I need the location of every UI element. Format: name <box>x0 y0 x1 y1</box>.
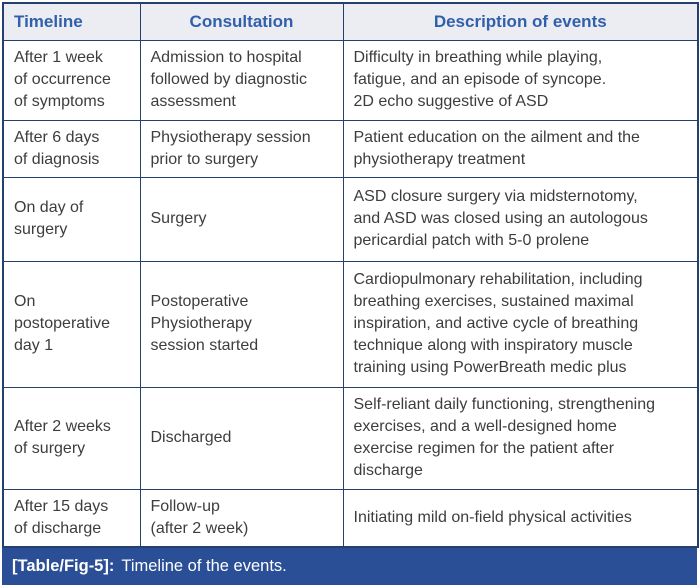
description-cell: Cardiopulmonary rehabilitation, includin… <box>342 260 699 388</box>
description-cell: Initiating mild on-field physical activi… <box>342 488 699 547</box>
description-cell: Self-reliant daily functioning, strength… <box>342 386 699 490</box>
table-row: After 1 week of occurrence of symptoms A… <box>2 39 699 121</box>
table-row: After 2 weeks of surgery Discharged Self… <box>2 386 699 490</box>
figure-caption-text: Timeline of the events. <box>121 556 287 575</box>
timeline-cell: After 6 days of diagnosis <box>2 119 141 178</box>
timeline-cell: After 2 weeks of surgery <box>2 386 141 490</box>
description-cell: ASD closure surgery via midsternotomy, a… <box>342 176 699 262</box>
table-row: On postoperative day 1 Postoperative Phy… <box>2 260 699 388</box>
consultation-cell: Postoperative Physiotherapy session star… <box>139 260 344 388</box>
description-cell: Difficulty in breathing while playing, f… <box>342 39 699 121</box>
column-header-timeline: Timeline <box>2 2 141 41</box>
table-row: On day of surgery Surgery ASD closure su… <box>2 176 699 262</box>
table-row: After 15 days of discharge Follow-up (af… <box>2 488 699 547</box>
consultation-cell: Surgery <box>139 176 344 262</box>
timeline-cell: On postoperative day 1 <box>2 260 141 388</box>
table-header-row: Timeline Consultation Description of eve… <box>2 2 699 41</box>
figure-caption: [Table/Fig-5]: Timeline of the events. <box>2 547 697 585</box>
column-header-description: Description of events <box>342 2 699 41</box>
timeline-cell: After 15 days of discharge <box>2 488 141 547</box>
timeline-table: Timeline Consultation Description of eve… <box>2 2 699 548</box>
description-cell: Patient education on the ailment and the… <box>342 119 699 178</box>
consultation-cell: Physiotherapy session prior to surgery <box>139 119 344 178</box>
timeline-cell: On day of surgery <box>2 176 141 262</box>
timeline-cell: After 1 week of occurrence of symptoms <box>2 39 141 121</box>
consultation-cell: Discharged <box>139 386 344 490</box>
figure-caption-label: [Table/Fig-5]: <box>12 556 115 575</box>
consultation-cell: Follow-up (after 2 week) <box>139 488 344 547</box>
consultation-cell: Admission to hospital followed by diagno… <box>139 39 344 121</box>
column-header-consultation: Consultation <box>139 2 344 41</box>
table-row: After 6 days of diagnosis Physiotherapy … <box>2 119 699 178</box>
